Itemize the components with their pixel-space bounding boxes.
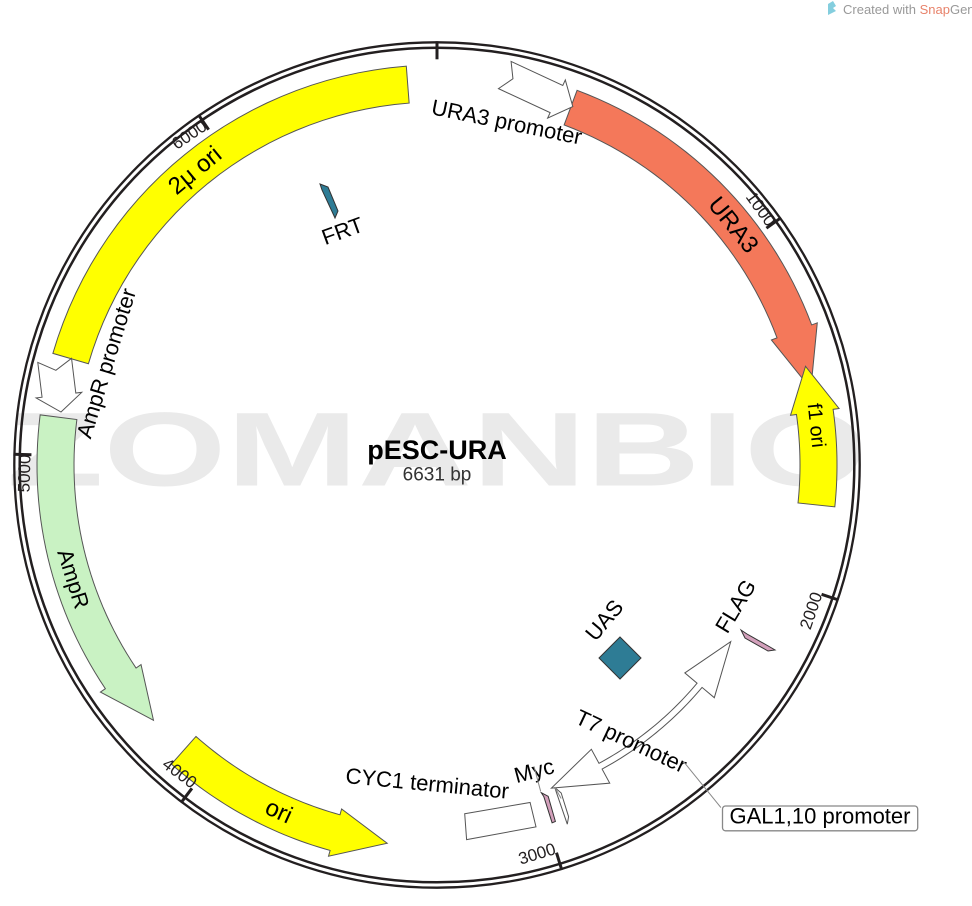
svg-text:CYC1 terminator: CYC1 terminator	[345, 763, 510, 804]
svg-text:FRT: FRT	[318, 212, 366, 250]
svg-text:5000: 5000	[14, 454, 34, 492]
svg-text:Created with SnapGene®: Created with SnapGene®	[843, 2, 972, 17]
svg-text:Myc: Myc	[511, 753, 556, 788]
svg-text:GAL1,10 promoter: GAL1,10 promoter	[730, 804, 911, 829]
svg-text:pESC-URA: pESC-URA	[367, 435, 507, 465]
svg-text:6631 bp: 6631 bp	[403, 465, 472, 486]
svg-text:3000: 3000	[516, 839, 558, 868]
svg-text:FLAG: FLAG	[710, 575, 761, 637]
svg-text:f1 ori: f1 ori	[803, 402, 829, 449]
